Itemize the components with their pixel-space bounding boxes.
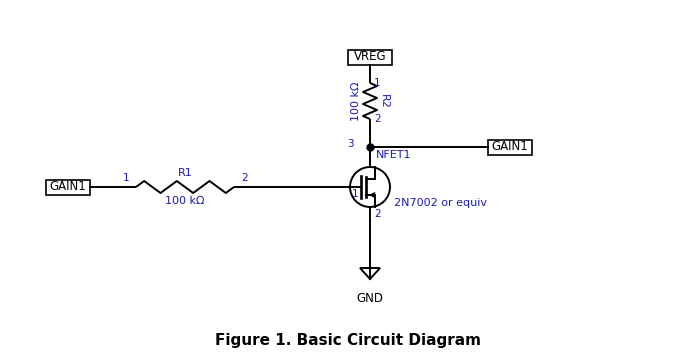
Text: 2: 2 [241, 173, 247, 183]
Bar [348, 50, 392, 64]
Polygon shape [360, 268, 380, 279]
Text: VREG: VREG [354, 51, 386, 63]
Text: GAIN1: GAIN1 [49, 181, 86, 194]
Text: GND: GND [357, 292, 384, 305]
Bar [46, 180, 90, 194]
Text: 2: 2 [374, 209, 381, 219]
Text: 100 kΩ: 100 kΩ [165, 196, 205, 206]
Text: R2: R2 [379, 93, 389, 109]
Text: 1: 1 [122, 173, 129, 183]
Text: R1: R1 [178, 168, 193, 178]
Text: Figure 1. Basic Circuit Diagram: Figure 1. Basic Circuit Diagram [215, 333, 481, 348]
Text: GAIN1: GAIN1 [491, 140, 528, 153]
Text: 3: 3 [348, 139, 354, 149]
Text: NFET1: NFET1 [376, 150, 411, 160]
Text: 100 kΩ: 100 kΩ [351, 81, 361, 121]
Text: 1: 1 [352, 189, 359, 199]
Text: 2N7002 or equiv: 2N7002 or equiv [394, 198, 487, 208]
Bar [488, 139, 532, 155]
Text: 2: 2 [374, 114, 381, 124]
Text: 1: 1 [374, 78, 381, 88]
